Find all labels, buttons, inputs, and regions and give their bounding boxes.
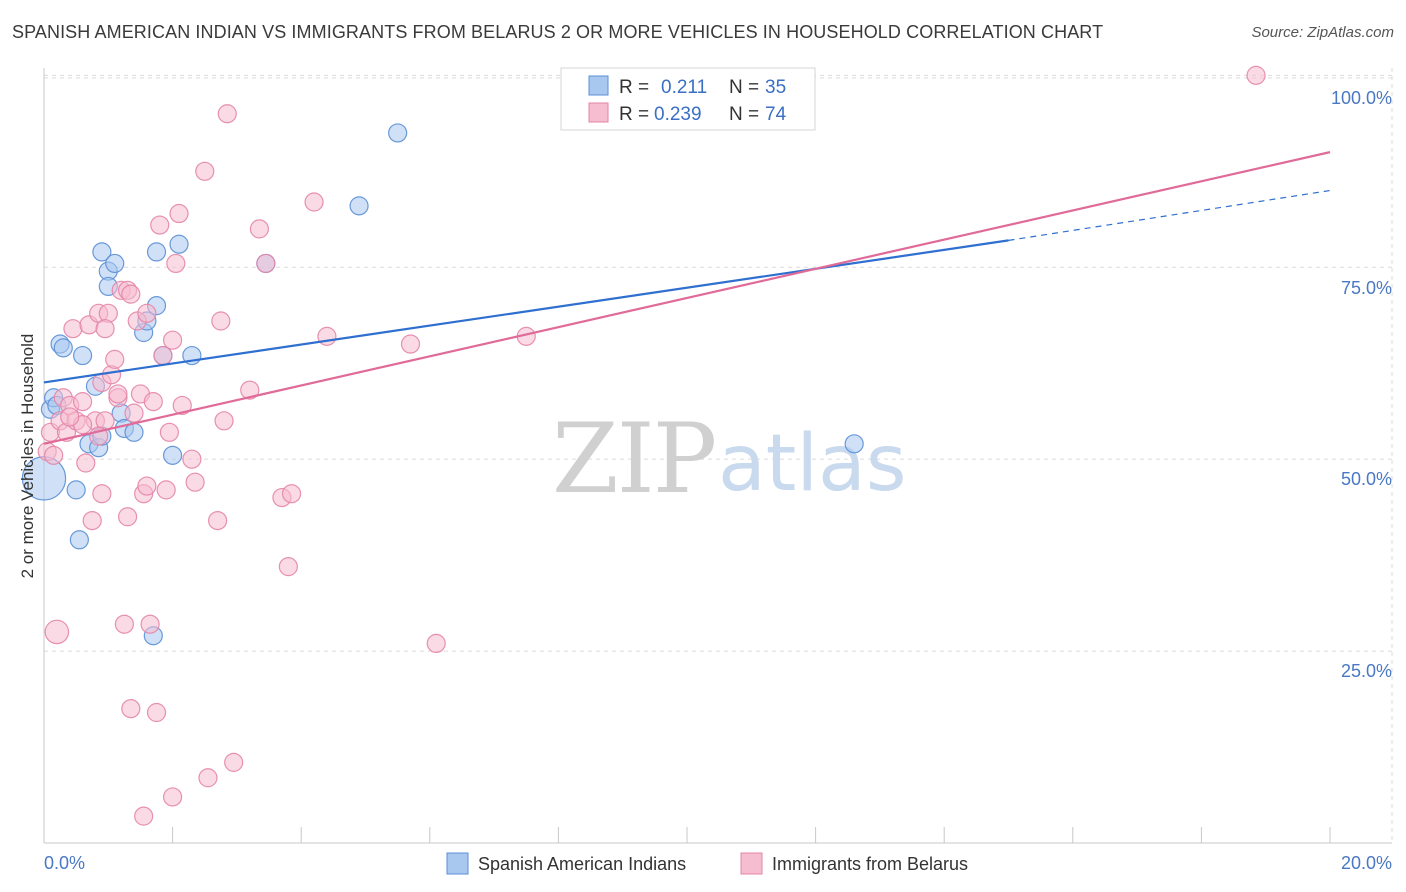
pink-point-32 bbox=[134, 806, 154, 826]
trend-lines bbox=[43, 151, 1331, 445]
legend-n-value-2: 74 bbox=[765, 104, 787, 125]
pink-point-67 bbox=[108, 384, 128, 404]
blue-point-27 bbox=[169, 234, 189, 254]
series-spanish-american-indians bbox=[21, 123, 864, 646]
pink-point-45 bbox=[172, 395, 192, 416]
blue-point-32 bbox=[844, 434, 864, 454]
trend-line-pink bbox=[43, 151, 1331, 445]
legend-r-label-2: R = bbox=[619, 104, 649, 125]
pink-point-26 bbox=[117, 507, 138, 527]
pink-point-46 bbox=[182, 449, 202, 469]
blue-point-24 bbox=[146, 242, 167, 262]
pink-point-27 bbox=[121, 699, 141, 719]
blue-point-8 bbox=[72, 345, 93, 366]
y-tick-label-50: 50.0% bbox=[1341, 469, 1392, 489]
bottom-legend-label-pink: Immigrants from Belarus bbox=[772, 854, 968, 874]
y-tick-label-100: 100.0% bbox=[1331, 88, 1392, 108]
blue-point-13 bbox=[92, 242, 112, 262]
pink-point-53 bbox=[224, 752, 244, 772]
pink-point-48 bbox=[195, 161, 215, 181]
legend-r-label-1: R = bbox=[619, 77, 649, 98]
legend-r-value-1: 0.211 bbox=[661, 77, 707, 98]
pink-point-42 bbox=[163, 787, 183, 807]
pink-point-8 bbox=[63, 319, 83, 339]
pink-point-72 bbox=[121, 284, 141, 304]
legend-swatch-blue bbox=[588, 75, 609, 96]
pink-point-13 bbox=[82, 510, 102, 531]
pink-point-24 bbox=[114, 614, 134, 634]
pink-point-62 bbox=[400, 334, 421, 354]
pink-point-41 bbox=[163, 330, 183, 350]
blue-point-16 bbox=[105, 253, 125, 274]
pink-point-28 bbox=[124, 403, 144, 423]
pink-point-70 bbox=[137, 476, 157, 496]
pink-point-47 bbox=[185, 472, 205, 492]
pink-point-43 bbox=[166, 253, 186, 274]
legend-n-label-1: N = bbox=[729, 77, 759, 98]
source-label: Source: ZipAtlas.com bbox=[1251, 24, 1394, 41]
pink-point-36 bbox=[146, 702, 167, 723]
blue-point-7 bbox=[69, 530, 89, 550]
chart-title: SPANISH AMERICAN INDIAN VS IMMIGRANTS FR… bbox=[12, 22, 1104, 42]
blue-point-26 bbox=[163, 445, 183, 465]
pink-point-54 bbox=[240, 380, 260, 400]
x-tick-label-min: 0.0% bbox=[44, 853, 85, 873]
pink-point-69 bbox=[95, 319, 115, 339]
pink-point-17 bbox=[92, 484, 112, 504]
legend-n-label-2: N = bbox=[729, 104, 759, 125]
pink-point-33 bbox=[137, 303, 157, 323]
pink-point-2 bbox=[44, 445, 64, 465]
pink-point-63 bbox=[426, 633, 446, 654]
pink-point-71 bbox=[208, 510, 228, 531]
y-tick-label-25: 25.0% bbox=[1341, 661, 1392, 681]
x-tick-label-max: 20.0% bbox=[1341, 853, 1392, 873]
series-immigrants-from-belarus bbox=[37, 65, 1266, 826]
pink-point-40 bbox=[159, 422, 179, 442]
pink-point-35 bbox=[143, 392, 163, 412]
pink-point-10 bbox=[72, 392, 93, 412]
pink-point-11 bbox=[76, 453, 96, 473]
correlation-legend: R = 0.211 N = 35 R = 0.239 N = 74 bbox=[560, 67, 816, 131]
blue-point-5 bbox=[53, 338, 73, 358]
pink-point-38 bbox=[153, 345, 173, 366]
pink-point-37 bbox=[150, 215, 170, 235]
pink-point-55 bbox=[249, 219, 270, 239]
pink-point-39 bbox=[156, 480, 176, 500]
pink-point-50 bbox=[211, 311, 231, 331]
pink-point-60 bbox=[304, 192, 324, 212]
x-tick-marks bbox=[43, 827, 1331, 843]
trend-line-blue-extension bbox=[1008, 189, 1331, 241]
legend-n-value-1: 35 bbox=[765, 77, 786, 98]
blue-point-19 bbox=[124, 422, 144, 442]
pink-point-3 bbox=[44, 619, 70, 645]
bottom-legend-swatch-blue bbox=[446, 852, 469, 875]
legend-swatch-pink bbox=[588, 102, 609, 123]
blue-point-30 bbox=[349, 196, 369, 216]
pink-point-52 bbox=[217, 104, 237, 124]
bottom-legend-swatch-pink bbox=[740, 852, 763, 875]
trend-line-blue bbox=[43, 239, 1009, 384]
pink-point-44 bbox=[169, 203, 189, 224]
pink-point-68 bbox=[60, 407, 80, 427]
series-legend: Spanish American Indians Immigrants from… bbox=[446, 852, 968, 875]
y-axis-label: 2 or more Vehicles in Household bbox=[18, 334, 37, 579]
blue-point-31 bbox=[388, 123, 408, 143]
y-tick-label-75: 75.0% bbox=[1341, 278, 1392, 298]
legend-r-value-2: 0.239 bbox=[654, 104, 702, 125]
watermark-atlas: atlas bbox=[718, 419, 907, 509]
pink-point-59 bbox=[281, 484, 302, 504]
pink-point-51 bbox=[214, 411, 234, 431]
pink-point-58 bbox=[278, 557, 298, 577]
pink-point-34 bbox=[140, 614, 160, 634]
pink-point-65 bbox=[1246, 65, 1266, 85]
blue-point-6 bbox=[66, 480, 86, 500]
pink-point-56 bbox=[256, 253, 276, 274]
pink-point-21 bbox=[105, 349, 125, 369]
watermark-zip: ZIP bbox=[552, 403, 715, 515]
pink-point-49 bbox=[198, 768, 218, 788]
bottom-legend-label-blue: Spanish American Indians bbox=[478, 854, 686, 874]
